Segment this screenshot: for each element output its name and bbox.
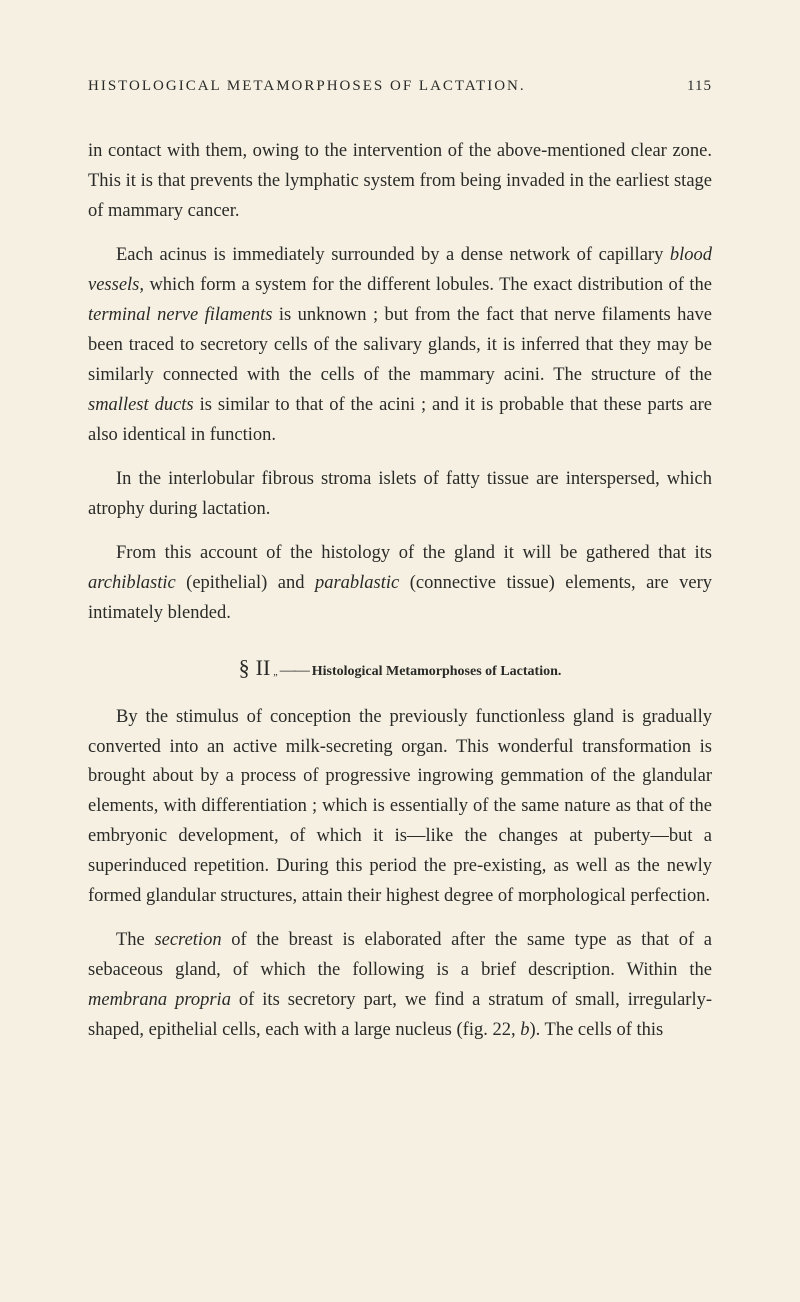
italic-text: archiblastic	[88, 573, 176, 593]
paragraph-4: From this account of the histology of th…	[88, 539, 712, 629]
paragraph-1: in contact with them, owing to the inter…	[88, 137, 712, 227]
paragraph-6: The secretion of the breast is elaborate…	[88, 926, 712, 1046]
section-dash: ——	[280, 662, 308, 679]
text-run: Each acinus is immediately surrounded by…	[116, 245, 670, 265]
page-header: HISTOLOGICAL METAMORPHOSES OF LACTATION.…	[88, 78, 712, 95]
header-title: HISTOLOGICAL METAMORPHOSES OF LACTATION.	[88, 78, 526, 94]
text-run: In the interlobular fibrous stroma islet…	[88, 469, 712, 519]
text-run: in contact with them, owing to the inter…	[88, 141, 712, 221]
text-run: By the stimulus of conception the previo…	[88, 707, 712, 907]
italic-text: secretion	[154, 930, 221, 950]
italic-text: terminal nerve filaments	[88, 305, 272, 325]
page-number: 115	[687, 78, 712, 95]
section-symbol: §	[239, 655, 250, 680]
section-number: II	[256, 655, 271, 680]
italic-text: parablastic	[315, 573, 399, 593]
text-run: From this account of the histology of th…	[116, 543, 712, 563]
section-period: „	[273, 667, 277, 678]
text-run: which form a system for the different lo…	[144, 275, 712, 295]
text-run: ). The cells of this	[529, 1020, 663, 1040]
section-heading: §II„—— Histological Metamorphoses of Lact…	[88, 655, 712, 681]
paragraph-5: By the stimulus of conception the previo…	[88, 703, 712, 913]
text-run: The	[116, 930, 154, 950]
paragraph-2: Each acinus is immediately surrounded by…	[88, 241, 712, 451]
text-run: (epithelial) and	[176, 573, 315, 593]
italic-text: membrana propria	[88, 990, 231, 1010]
paragraph-3: In the interlobular fibrous stroma islet…	[88, 465, 712, 525]
section-title: Histological Metamorphoses of Lactation.	[312, 664, 562, 679]
italic-text: smallest ducts	[88, 395, 194, 415]
